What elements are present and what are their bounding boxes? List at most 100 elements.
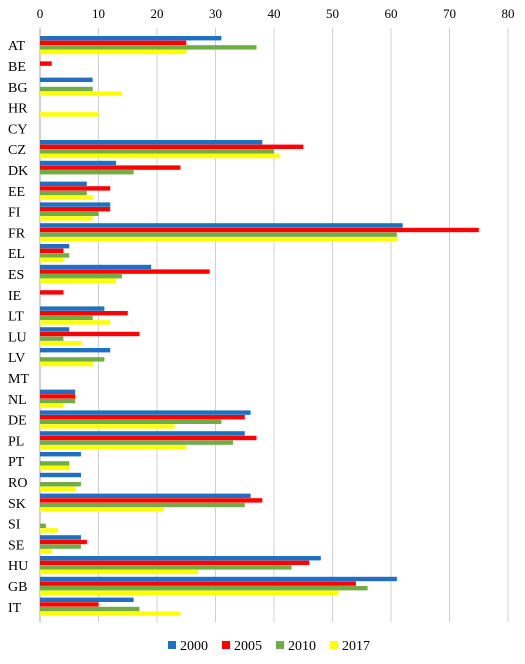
bar-de-2010 [40,419,222,424]
bar-at-2010 [40,45,257,50]
bar-ee-2010 [40,190,87,196]
category-label-at: AT [8,39,26,54]
bar-dk-2005 [40,165,181,170]
x-tick-label-10: 10 [92,6,105,21]
bar-es-2010 [40,274,122,279]
bar-it-2000 [40,597,134,602]
bar-hr-2017 [40,112,99,117]
bar-lt-2010 [40,315,93,320]
category-label-it: IT [8,601,22,616]
bar-el-2017 [40,257,64,263]
x-tick-label-70: 70 [443,6,456,21]
bar-lu-2010 [40,336,64,341]
category-label-lt: LT [8,310,24,325]
bar-ro-2000 [40,472,81,478]
bar-pl-2000 [40,431,245,436]
bar-ro-2017 [40,486,76,491]
gridlines [39,28,509,623]
category-label-pl: PL [8,434,24,449]
legend-label-2017: 2017 [342,639,370,654]
category-label-bg: BG [8,81,27,96]
bar-si-2017 [40,528,58,533]
bar-nl-2010 [40,398,76,404]
bar-lv-2010 [40,357,105,362]
bar-it-2017 [40,611,181,616]
bar-el-2005 [40,248,64,253]
bar-pt-2010 [40,461,70,466]
legend-swatch-2005 [222,641,230,649]
y-axis-category-labels: AT BE BG HR CY CZ DK EE FI FR EL ES IE LT LU LV MT NL DE PL… [8,39,29,616]
bar-de-2005 [40,415,245,420]
bar-es-2017 [40,278,117,283]
x-axis-tick-labels: 0 10 20 30 40 50 60 70 80 [37,6,515,21]
bar-lv-2017 [40,361,93,367]
bar-gb-2000 [40,576,397,582]
bar-cz-2010 [40,149,274,154]
legend-swatch-2010 [276,641,284,649]
category-label-ie: IE [8,289,21,304]
category-label-el: EL [8,247,25,262]
bar-sk-2000 [40,493,251,498]
bar-it-2010 [40,606,140,612]
category-label-mt: MT [8,372,29,387]
x-tick-label-80: 80 [502,6,515,21]
bar-nl-2005 [40,394,76,399]
bar-fi-2017 [40,216,93,221]
bar-fr-2017 [40,237,397,242]
bar-gb-2005 [40,581,356,586]
bar-pl-2017 [40,445,187,450]
category-label-gb: GB [8,580,27,595]
legend-label-2005: 2005 [234,639,262,654]
category-label-nl: NL [8,393,27,408]
bar-se-2000 [40,535,81,540]
bar-pl-2005 [40,435,257,441]
legend-swatch-2000 [168,641,176,649]
bar-es-2005 [40,269,210,274]
bar-dk-2000 [40,160,117,166]
bar-fi-2005 [40,207,111,212]
bar-hu-2010 [40,565,292,570]
bar-hu-2000 [40,556,321,561]
bar-se-2017 [40,549,52,554]
category-label-sk: SK [8,497,26,512]
bar-bg-2017 [40,91,122,96]
bar-de-2000 [40,410,251,415]
bar-se-2005 [40,539,87,545]
bar-lu-2000 [40,327,70,332]
x-tick-label-30: 30 [209,6,222,21]
bar-at-2017 [40,49,187,55]
bar-hu-2017 [40,569,198,575]
category-label-be: BE [8,60,26,75]
bar-si-2010 [40,523,46,528]
category-label-se: SE [8,538,24,553]
x-tick-label-0: 0 [37,6,44,21]
bar-lu-2017 [40,341,81,346]
bar-ie-2005 [40,290,64,295]
x-tick-label-20: 20 [151,6,164,21]
bar-be-2005 [40,61,52,66]
bar-at-2000 [40,36,222,41]
bar-nl-2000 [40,389,76,394]
bar-lt-2017 [40,320,111,325]
legend-label-2000: 2000 [180,639,208,654]
bar-dk-2010 [40,170,134,175]
bar-fr-2010 [40,232,397,237]
bar-fi-2010 [40,211,99,216]
category-label-lv: LV [8,351,25,366]
bar-sk-2005 [40,498,263,503]
category-label-ro: RO [8,476,27,491]
bar-fi-2000 [40,202,111,207]
bar-el-2010 [40,253,70,258]
category-label-fi: FI [8,206,21,221]
bar-pt-2000 [40,452,81,457]
bar-lu-2005 [40,331,140,337]
bar-it-2005 [40,602,99,607]
bar-cz-2005 [40,144,304,149]
x-tick-label-40: 40 [268,6,281,21]
bar-bg-2010 [40,86,93,92]
bar-fr-2005 [40,227,479,233]
category-label-cz: CZ [8,143,26,158]
bar-se-2010 [40,544,81,549]
category-label-ee: EE [8,185,25,200]
